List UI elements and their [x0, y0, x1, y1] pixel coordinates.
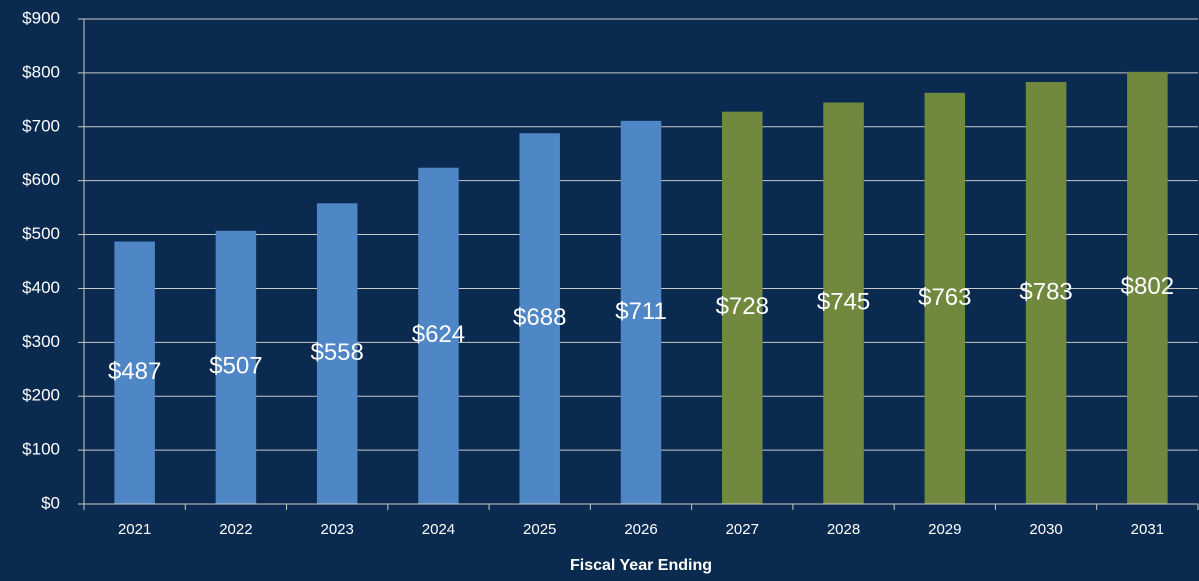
y-tick-label: $900 — [22, 8, 60, 27]
data-label: $624 — [412, 321, 465, 348]
bar — [924, 92, 966, 505]
x-tick-label: 2023 — [320, 521, 353, 538]
bar — [316, 203, 358, 505]
x-tick-label: 2021 — [118, 521, 151, 538]
bar — [1127, 71, 1168, 505]
x-axis-label: Fiscal Year Ending — [570, 557, 712, 574]
y-tick-label: $100 — [22, 440, 60, 459]
x-tick-label: 2022 — [219, 521, 252, 538]
x-tick-label: 2026 — [624, 521, 657, 538]
x-tick-label: 2027 — [726, 521, 759, 538]
bar — [1025, 82, 1067, 505]
data-label: $558 — [310, 339, 363, 366]
y-tick-label: $300 — [22, 332, 60, 351]
y-tick-label: $500 — [22, 224, 60, 243]
data-label: $507 — [209, 353, 262, 380]
y-tick-label: $800 — [22, 62, 60, 81]
y-tick-label: $600 — [22, 170, 60, 189]
data-label: $802 — [1121, 273, 1174, 300]
x-tick-label: 2030 — [1029, 521, 1062, 538]
y-tick-label: $700 — [22, 116, 60, 135]
data-label: $745 — [817, 289, 870, 316]
data-label: $487 — [108, 358, 161, 385]
bar — [215, 230, 257, 505]
data-label: $711 — [615, 298, 667, 325]
x-tick-label: 2031 — [1131, 521, 1164, 538]
bar — [114, 241, 155, 505]
bar — [519, 133, 560, 504]
x-tick-label: 2025 — [523, 521, 556, 538]
x-tick-label: 2028 — [827, 521, 860, 538]
bar — [620, 120, 662, 504]
data-label: $763 — [918, 284, 971, 311]
bar — [823, 102, 864, 505]
y-tick-label: $400 — [22, 278, 60, 297]
x-tick-label: 2024 — [422, 521, 455, 538]
bar — [418, 167, 459, 504]
x-tick-label: 2029 — [928, 521, 961, 538]
y-tick-label: $0 — [41, 493, 60, 512]
data-label: $728 — [716, 293, 769, 320]
bar — [722, 111, 763, 504]
data-label: $688 — [513, 304, 566, 331]
y-tick-label: $200 — [22, 386, 60, 405]
data-label: $783 — [1019, 278, 1072, 305]
